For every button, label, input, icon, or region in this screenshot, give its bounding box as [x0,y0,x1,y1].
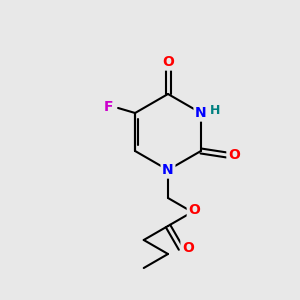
Text: O: O [228,148,240,162]
Text: H: H [210,104,220,118]
Text: F: F [103,100,113,114]
Text: O: O [182,241,194,254]
Text: N: N [162,163,174,177]
Text: N: N [195,106,207,120]
Text: O: O [188,203,200,217]
Text: O: O [162,55,174,69]
